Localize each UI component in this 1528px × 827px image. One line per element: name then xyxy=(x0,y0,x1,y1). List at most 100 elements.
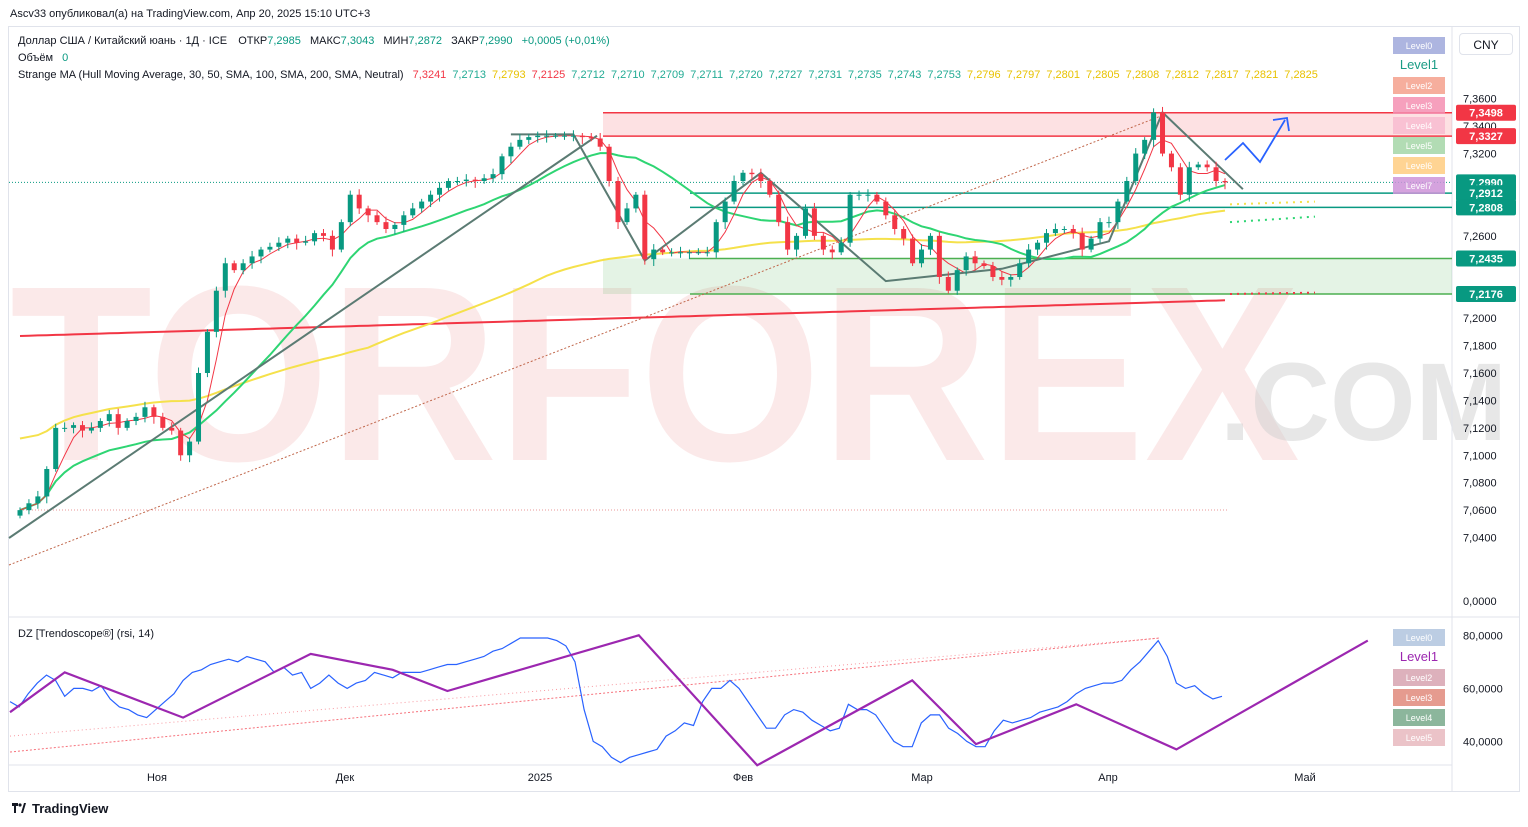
rsi-level-legend-swatch xyxy=(1393,649,1445,666)
indicator-values: 7,3241 7,2713 7,2793 7,2125 7,2712 7,2710 7,27… xyxy=(407,69,1318,81)
candle-body xyxy=(124,421,130,428)
candle-body xyxy=(615,181,621,223)
rsi-level-legend-label: Level1 xyxy=(1400,649,1438,664)
rsi-tick-label: 80,0000 xyxy=(1463,630,1503,642)
trendline-long xyxy=(8,114,1164,566)
indicator-name[interactable]: Strange MA (Hull Moving Average, 30, 50,… xyxy=(18,69,404,81)
indicator-value: 7,2743 xyxy=(887,69,922,81)
candle-body xyxy=(1186,167,1192,195)
time-tick-label: Апр xyxy=(1098,772,1117,784)
candle-body xyxy=(62,427,68,429)
candle-body xyxy=(1124,181,1130,202)
candle-body xyxy=(856,194,862,196)
rsi-level-legend-swatch xyxy=(1393,709,1445,726)
time-tick-label: Ноя xyxy=(147,772,167,784)
hull-ma-line xyxy=(19,135,1226,511)
candle-body xyxy=(865,194,871,196)
rsi-level-legend-label: Level4 xyxy=(1406,713,1433,723)
level-legend-swatch xyxy=(1393,177,1445,194)
rsi-tick-label: 60,0000 xyxy=(1463,683,1503,695)
candle-body xyxy=(258,249,264,257)
price-tick-label: 7,3200 xyxy=(1463,149,1497,161)
candle-body xyxy=(312,233,318,242)
indicator-value: 7,2812 xyxy=(1165,69,1199,81)
candle-body xyxy=(802,208,808,236)
candle-body xyxy=(428,194,434,202)
candle-body xyxy=(883,201,889,216)
candle-body xyxy=(437,187,443,195)
price-badge-label: 7,2808 xyxy=(1469,202,1503,214)
candle-body xyxy=(35,496,41,504)
indicator-value: 7,2825 xyxy=(1284,69,1318,81)
time-tick-label: Дек xyxy=(336,772,355,784)
candle-body xyxy=(606,146,612,181)
tradingview-logo-icon xyxy=(12,801,26,813)
candle-body xyxy=(722,201,728,223)
currency-button[interactable]: CNY xyxy=(1459,33,1513,55)
candle-body xyxy=(811,208,817,236)
low-label: МИН xyxy=(383,35,409,47)
rsi-level-legend-swatch xyxy=(1393,729,1445,746)
candle-body xyxy=(1070,229,1076,234)
indicator-legend: Strange MA (Hull Moving Average, 30, 50,… xyxy=(18,69,1318,81)
ma50-line xyxy=(19,152,1226,512)
level-legend-label: Level6 xyxy=(1406,161,1433,171)
price-tick-label: 7,3600 xyxy=(1463,94,1497,106)
rsi-tick-label: 40,0000 xyxy=(1463,736,1503,748)
indicator-value: 7,2125 xyxy=(531,69,566,81)
candle-body xyxy=(356,194,362,209)
rsi-zigzag xyxy=(9,634,1369,767)
candle-body xyxy=(1213,167,1219,181)
candle-body xyxy=(570,135,576,137)
candle-body xyxy=(704,252,710,254)
candle-body xyxy=(213,290,219,332)
candle-body xyxy=(187,441,193,456)
candle-body xyxy=(535,135,541,138)
candle-body xyxy=(999,277,1005,280)
rsi-level-legend-label: Level5 xyxy=(1406,733,1433,743)
candle-body xyxy=(1142,139,1148,154)
candle-body xyxy=(347,194,353,223)
level-legend-swatch xyxy=(1393,57,1445,74)
indicator-value: 7,2712 xyxy=(571,69,605,81)
candle-body xyxy=(1168,153,1174,168)
indicator-value: 7,2711 xyxy=(690,69,724,81)
candle-body xyxy=(1151,112,1157,140)
indicator-value: 7,2821 xyxy=(1244,69,1279,81)
candle-body xyxy=(320,233,326,236)
indicator-value: 7,2796 xyxy=(967,69,1001,81)
candle-body xyxy=(53,427,59,469)
candle-body xyxy=(88,427,94,431)
change-value: +0,0005 (+0,01%) xyxy=(521,35,610,47)
candle-body xyxy=(972,256,978,264)
candle-body xyxy=(927,235,933,250)
indicator-value: 7,2713 xyxy=(452,69,486,81)
candle-body xyxy=(499,156,505,175)
symbol-line[interactable]: Доллар США / Китайский юань · 1Д · ICE xyxy=(18,35,228,47)
price-badge xyxy=(1456,199,1516,216)
level-legend-label: Level5 xyxy=(1406,141,1433,151)
volume-label[interactable]: Объём xyxy=(18,52,54,64)
candle-body xyxy=(517,139,523,147)
rsi-level-legend-swatch xyxy=(1393,629,1445,646)
candle-body xyxy=(1061,229,1067,230)
candle-body xyxy=(758,174,764,181)
open-label: ОТКР xyxy=(238,35,268,47)
level-legend: Level0 Level1 Level2 Level3 Level4 Level5 Leve… xyxy=(1393,37,1445,194)
candle-body xyxy=(526,137,532,140)
candle-body xyxy=(303,241,309,243)
candle-body xyxy=(1026,249,1032,264)
price-badge xyxy=(1456,128,1516,145)
indicator-value: 7,2793 xyxy=(491,69,526,81)
candle-body xyxy=(1017,263,1023,277)
candle-body xyxy=(776,194,782,223)
candle-body xyxy=(1079,233,1085,250)
candle-body xyxy=(713,222,719,253)
candle-body xyxy=(954,270,960,291)
candle-body xyxy=(249,256,255,264)
candle-body xyxy=(374,215,380,223)
candle-body xyxy=(579,135,585,138)
indicator-value: 7,2808 xyxy=(1125,69,1160,81)
indicator-value: 7,3241 xyxy=(412,69,447,81)
high-label: МАКС xyxy=(309,35,341,47)
